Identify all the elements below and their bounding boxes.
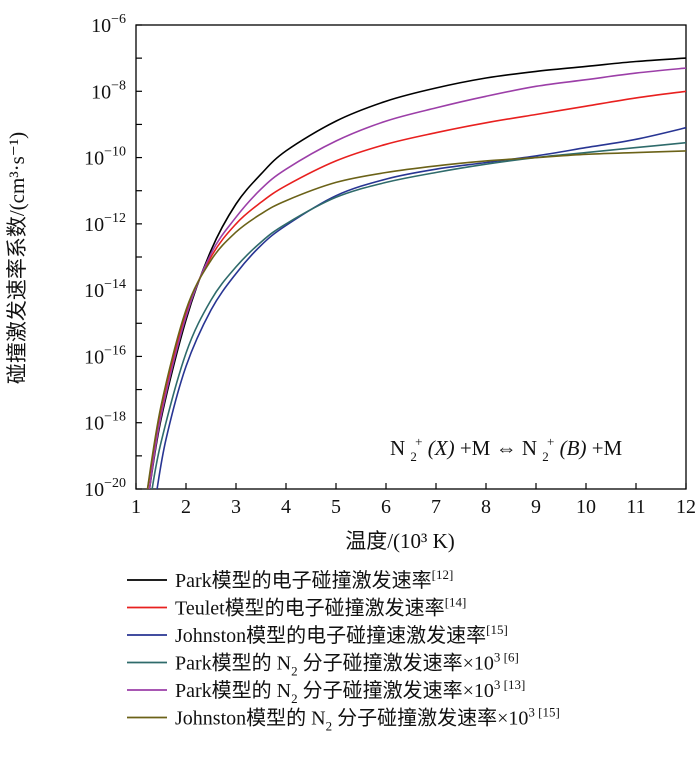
y-tick-label: 10−20 xyxy=(84,476,126,501)
annot-sub2: 2 xyxy=(542,449,549,464)
x-tick-label: 6 xyxy=(381,496,391,518)
x-tick-label: 9 xyxy=(531,496,541,518)
series-line-1 xyxy=(148,57,686,489)
x-tick-label: 2 xyxy=(181,496,191,518)
annot-left-state: (X) xyxy=(428,436,455,460)
annot-sup2: + xyxy=(547,434,554,449)
annot-right-state: (B) xyxy=(560,436,587,460)
annot-plus-m2: +M xyxy=(592,436,623,460)
annot-plus-m1: +M xyxy=(460,436,491,460)
legend-label-6: Johnston模型的 N2 分子碰撞激发速率×103 [15] xyxy=(175,705,560,734)
series-layer xyxy=(146,57,686,489)
series-line-5 xyxy=(148,67,686,489)
annot-sup1: + xyxy=(415,434,422,449)
series-line-6 xyxy=(146,150,686,489)
y-tick-label: 10−18 xyxy=(84,410,126,435)
series-line-2 xyxy=(146,90,686,489)
series-line-3 xyxy=(156,126,686,489)
x-tick-label: 7 xyxy=(431,496,441,518)
x-tick-label: 3 xyxy=(231,496,241,518)
x-tick-label: 4 xyxy=(281,496,291,518)
legend-label-2: Teulet模型的电子碰撞激发速率[14] xyxy=(175,595,466,620)
y-tick-label: 10−8 xyxy=(91,78,126,103)
annot-arrow: ⇔ xyxy=(496,436,517,460)
y-tick-label: 10−12 xyxy=(84,211,126,236)
x-tick-label: 5 xyxy=(331,496,341,518)
series-line-4 xyxy=(151,141,686,489)
y-tick-label: 10−10 xyxy=(84,145,126,170)
legend-label-5: Park模型的 N2 分子碰撞激发速率×103 [13] xyxy=(175,677,525,706)
y-tick-label: 10−6 xyxy=(91,12,126,37)
legend-label-1: Park模型的电子碰撞激发速率[12] xyxy=(175,567,453,592)
y-tick-label: 10−16 xyxy=(84,343,126,368)
legend-label-4: Park模型的 N2 分子碰撞激发速率×103 [6] xyxy=(175,650,519,679)
legend: Park模型的电子碰撞激发速率[12] Teulet模型的电子碰撞激发速率[14]… xyxy=(127,567,560,734)
y-tick-label: 10−14 xyxy=(84,277,126,302)
reaction-annotation: N 2 + (X) +M ⇔ N 2 + (B) +M xyxy=(390,427,623,466)
y-axis-title: 碰撞激发速率系数/(cm³·s⁻¹) xyxy=(5,132,29,384)
x-tick-label: 12 xyxy=(676,496,696,518)
x-axis: 1 2 3 4 5 6 7 8 9 10 11 12 xyxy=(131,483,696,518)
annot-n2: N xyxy=(522,436,537,460)
x-tick-label: 8 xyxy=(481,496,491,518)
x-axis-title: 温度/(10³ K) xyxy=(345,529,455,553)
annot-n1: N xyxy=(390,436,405,460)
x-tick-label: 11 xyxy=(626,496,645,518)
x-tick-label: 1 xyxy=(131,496,141,518)
x-tick-label: 10 xyxy=(576,496,596,518)
annot-sub1: 2 xyxy=(410,449,417,464)
y-axis: 10−6 10−8 10−10 10−12 10−14 10−16 10−18 10−20 xyxy=(84,12,142,501)
legend-label-3: Johnston模型的电子碰撞速激发速率[15] xyxy=(175,622,508,647)
